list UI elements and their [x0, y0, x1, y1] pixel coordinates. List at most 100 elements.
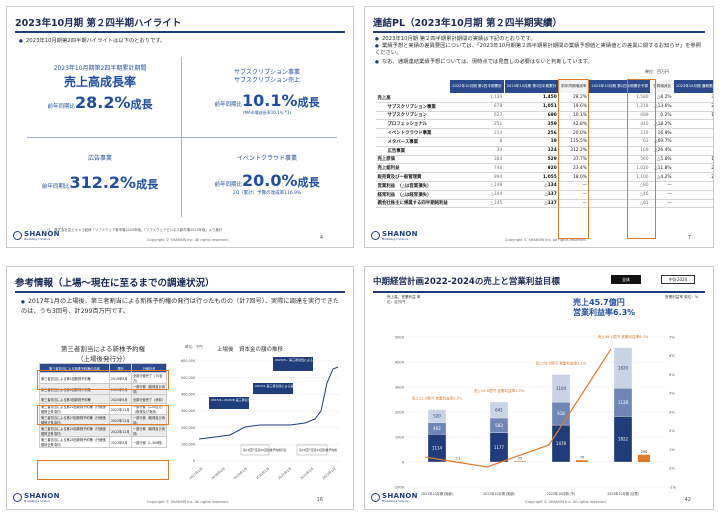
x-tick-label: 2022年1月 [299, 466, 315, 480]
bar-value-label: 1478 [556, 441, 567, 446]
kpi-label: サブスクリプション事業 [233, 69, 300, 76]
op-profit-bar [576, 460, 588, 462]
table-row: 経常利益 （△は経常損失）△144△137—△46—72 [375, 190, 713, 200]
budget-highlight-box [627, 79, 656, 239]
right-tick-label: 1% [669, 448, 675, 452]
col-header: 2023年10月期 通期業績予想 [673, 79, 713, 94]
table-cell: 28.2% [558, 93, 589, 103]
table-cell: 689 [588, 111, 651, 121]
kpi-suffix: 成長 [130, 98, 153, 111]
table-cell: — [650, 190, 674, 200]
logo-mark-icon [13, 493, 22, 502]
table-cell: △13.6% [650, 102, 674, 112]
table-row: 第三者割当による第23回新株予約権（行使価額修正条項付） 2022年12月 一部行使… [39, 414, 167, 426]
table-cell: 一部行使（1,309株） [131, 436, 167, 448]
kpi-label: サブスクリプション売上 [233, 77, 300, 84]
x-tick-label: 2019年1月 [232, 466, 248, 480]
kpi-value: 312.2% [69, 173, 137, 192]
table-cell: 384 [449, 155, 505, 165]
row-label: 経常利益 （△は経常損失） [375, 190, 450, 200]
table-cell: 1,051 [504, 102, 559, 112]
highlight-box-22nd [37, 405, 169, 425]
footnote: *1 株式会社富士キメラ総研「ソフトウェア新市場2020年版」「ソフトウェアビジ… [47, 228, 223, 232]
y-tick-label: 1000 [395, 435, 405, 439]
logo-mark-icon [13, 231, 22, 240]
page-title: 2023年10月期 第２四半期ハイライト [15, 18, 182, 29]
table-cell: 0.2% [650, 111, 674, 121]
table-cell: 53 [673, 199, 713, 209]
x-tick-label: 2023年10月期 (予) [547, 491, 575, 496]
copyright: Copyright © SHANON Inc. All rights reser… [147, 238, 229, 242]
annotation-box [240, 444, 270, 456]
bar-value-label: 583 [495, 423, 503, 428]
kpi-suffix: 成長 [136, 178, 159, 191]
table-cell: △46 [588, 190, 651, 200]
table-cell: 690 [504, 111, 559, 121]
table-cell: 19.6% [558, 102, 589, 112]
shanon-logo: SHANON Marketing x Science [371, 230, 417, 242]
kpi-event-cloud: イベントクラウド事業 前年同期比20.0%成長 2Q（累計）予算の達成率116.… [187, 155, 347, 196]
table-cell: 219 [588, 128, 651, 138]
slide-midterm-plan: 中期経営計画2022-2024の売上と営業利益目標 全体 中計2024 売上高、… [364, 266, 714, 510]
page-title: 連結PL（2023年10月期 第２四半期実績） [373, 18, 562, 29]
table-cell: 1,450 [504, 93, 559, 103]
annotation-text: 2023/3~ 第三者割当による第25回新株予約権行使 [275, 357, 344, 362]
y-tick-label: 5000 [395, 335, 405, 339]
y-tick-label: -1000 [394, 485, 405, 489]
table-cell: 1,218 [588, 102, 651, 112]
table-cell: — [650, 199, 674, 209]
left-axis-title: 売上高、営業利益 単位：百万円 [387, 295, 421, 304]
y-tick-label: 500,000 [181, 376, 195, 380]
yoy-highlight-box [558, 79, 589, 239]
table-cell: 1,020 [588, 163, 651, 174]
intro-bullet: 2023年10月期第2四半期ハイライトは以下のとおりです。 [19, 37, 166, 46]
table-row: 営業利益 （△は営業損失）△148△134—△80—70 [375, 181, 713, 191]
kpi-headline: 売上高成長率 [63, 75, 136, 89]
kpi-value: 28.2% [75, 93, 131, 112]
highlight-box-25th [37, 460, 169, 480]
page-number: 42 [684, 497, 691, 503]
row-label: 売上原価 [375, 155, 450, 165]
bar-segment [427, 409, 447, 423]
plan-chart: 5000 4000 3000 2000 1000 0 -1000 7% 6% 5% 4% 3% 2% 1%… [394, 334, 677, 496]
table-cell: 第三者割当による第24回新株予約権（行使価額修正条項付） [39, 425, 110, 437]
table-cell: 372 [673, 146, 713, 156]
copyright: Copyright © SHANON Inc. All rights reser… [147, 500, 229, 504]
y-tick-label: 0 [402, 460, 405, 464]
table-cell: 第三者割当による第22回新株予約権（行使価額修正条項付） [39, 403, 110, 415]
op-profit-bar [514, 461, 526, 462]
table-cell: — [650, 181, 674, 191]
table-cell: △4.2% [650, 172, 674, 182]
op-profit-label: 11 [456, 457, 461, 461]
bar-value-label: 918 [557, 411, 565, 416]
table-cell: — [558, 190, 589, 200]
op-profit-label: 25 [518, 456, 523, 460]
table-title: 第三者割当による新株予約権 （上場後発行分） [60, 345, 146, 363]
table-cell: △80 [588, 181, 651, 191]
table-cell: 8 [449, 137, 505, 147]
col-header: 2023年10月期 第2四半期累計 [503, 79, 560, 94]
tag-overall: 全体 [611, 275, 641, 284]
table-cell: 878 [449, 102, 505, 112]
table-cell: △144 [449, 190, 505, 200]
right-axis-title: 営業利益率 単位：% [665, 295, 699, 299]
table-cell: 529 [504, 155, 559, 165]
table-cell: 359 [504, 119, 559, 130]
chart-unit: 単位：千円 [185, 345, 203, 349]
y-tick-label: 100,000 [181, 443, 195, 447]
table-cell: △137 [504, 190, 559, 200]
op-profit-bar [638, 454, 650, 462]
table-cell: △137 [504, 199, 559, 209]
copyright: Copyright © SHANON Inc. All rights reser… [525, 500, 607, 504]
table-cell: △148 [449, 181, 505, 191]
bar-value-label: 1620 [618, 366, 629, 371]
table-cell: 560 [588, 155, 651, 165]
table-header-row: 2022年10月期 第2四半期累計 2023年10月期 第2四半期累計 前年同期… [374, 79, 713, 94]
capital-chart: 600,000 500,000 400,000 300,000 200,000 100,0… [181, 357, 344, 480]
x-tick-label: 2024年10月期 (目標) [607, 491, 639, 496]
table-cell: 20.0% [558, 128, 589, 138]
